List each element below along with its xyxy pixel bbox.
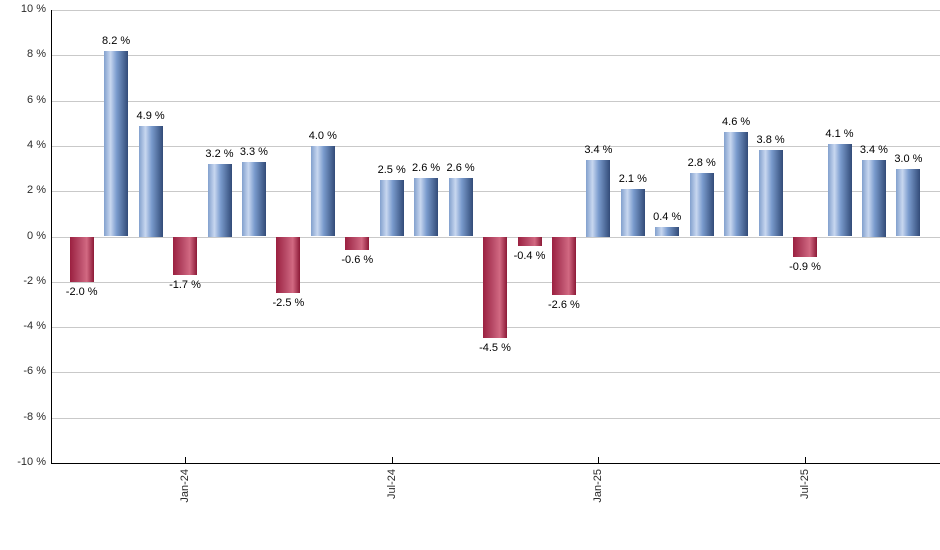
gridline (51, 372, 940, 374)
bar-value-label: 3.2 % (205, 148, 234, 160)
y-axis-tick-label: 4 % (27, 138, 46, 151)
y-axis-tick-label: -4 % (23, 320, 46, 333)
bar-negative (483, 236, 507, 339)
x-axis-tick (805, 457, 806, 463)
gridline (51, 100, 940, 102)
y-axis-tick-label: -8 % (23, 410, 46, 423)
x-axis-line (51, 463, 940, 464)
bar-value-label: 2.1 % (618, 172, 647, 185)
bar-positive (861, 159, 886, 237)
bar-positive (207, 164, 232, 237)
gridline (51, 55, 940, 57)
gridline (51, 10, 940, 11)
bar-value-label: -2.5 % (272, 297, 305, 310)
bar-positive (241, 161, 266, 237)
x-axis-tick (185, 457, 186, 463)
y-axis-tick-label: -6 % (23, 365, 46, 378)
bar-positive (620, 188, 645, 237)
gridline (51, 191, 940, 193)
x-axis-tick-label: Jul-25 (799, 469, 811, 499)
bar-positive (758, 150, 783, 237)
bar-value-label: -2.0 % (65, 285, 98, 298)
bar-positive (586, 159, 611, 237)
y-axis-tick-label: 10 % (20, 3, 46, 15)
bar-value-label: -2.6 % (547, 299, 580, 312)
bar-value-label: -0.6 % (341, 254, 374, 267)
bar-negative (173, 236, 197, 275)
bar-value-label: 3.8 % (756, 134, 785, 147)
bar-value-label: 4.9 % (136, 109, 165, 122)
bar-positive (896, 168, 921, 237)
bar-positive (827, 143, 852, 237)
bar-negative (69, 236, 94, 282)
x-axis-tick (598, 457, 600, 463)
bar-positive (448, 177, 473, 237)
x-axis-tick-label: Jan-24 (179, 469, 191, 503)
bar-value-label: 2.6 % (446, 161, 475, 174)
bar-negative (276, 236, 301, 294)
bar-positive (724, 132, 749, 237)
bar-positive (310, 145, 335, 237)
bar-value-label: 2.5 % (377, 163, 406, 176)
bar-positive (414, 177, 439, 237)
bar-negative (517, 236, 542, 246)
y-axis-tick-label: 8 % (27, 48, 46, 61)
bar-value-label: 3.4 % (584, 143, 613, 156)
x-axis-tick-label: Jul-24 (385, 469, 398, 499)
bar-value-label: 3.4 % (859, 143, 888, 156)
bar-value-label: 8.2 % (102, 34, 131, 47)
bar-value-label: 0.4 % (653, 211, 682, 224)
y-axis-line (51, 10, 52, 463)
bar-value-label: 4.6 % (722, 116, 751, 129)
y-axis-tick-label: 6 % (27, 93, 46, 106)
bar-positive (655, 227, 680, 237)
bar-positive (138, 125, 163, 237)
x-axis-tick-label: Jan-25 (592, 469, 605, 503)
bar-positive (379, 179, 404, 237)
bar-value-label: -0.4 % (513, 249, 546, 262)
gridline (51, 417, 940, 419)
bar-negative (345, 236, 370, 251)
bar-value-label: 3.3 % (239, 145, 268, 158)
bar-positive (104, 50, 129, 237)
bar-value-label: 3.0 % (894, 152, 923, 165)
bar-value-label: -1.7 % (169, 279, 201, 291)
gridline (51, 145, 940, 147)
bar-value-label: 4.0 % (308, 129, 337, 142)
bar-value-label: 2.8 % (687, 157, 716, 170)
y-axis-tick-label: 2 % (27, 184, 46, 197)
x-axis-tick (391, 457, 393, 463)
bar-value-label: -0.9 % (789, 260, 821, 273)
bar-value-label: 4.1 % (825, 127, 854, 140)
bar-value-label: -4.5 % (479, 342, 511, 355)
y-axis-tick-label: 0 % (27, 229, 46, 242)
bar-value-label: 2.6 % (412, 161, 441, 174)
bar-negative (793, 236, 817, 257)
y-axis-tick-label: -10 % (17, 456, 46, 468)
bar-positive (689, 173, 714, 237)
y-axis-tick-label: -2 % (23, 274, 46, 287)
bar-negative (551, 236, 576, 296)
